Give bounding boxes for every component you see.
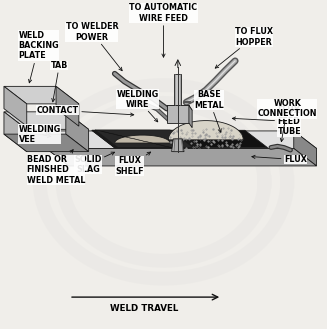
Text: TAB: TAB <box>51 61 68 102</box>
Text: FLUX: FLUX <box>252 155 307 164</box>
Polygon shape <box>4 112 27 152</box>
Text: WELD TRAVEL: WELD TRAVEL <box>110 304 178 314</box>
Text: TO AUTOMATIC
WIRE FEED: TO AUTOMATIC WIRE FEED <box>129 3 198 57</box>
Text: WORK
CONNECTION: WORK CONNECTION <box>257 99 317 141</box>
Polygon shape <box>4 87 27 126</box>
Polygon shape <box>294 131 317 166</box>
Polygon shape <box>56 87 79 126</box>
Text: BEAD OR
FINISHED
WELD METAL: BEAD OR FINISHED WELD METAL <box>27 150 85 185</box>
Polygon shape <box>4 134 89 152</box>
Text: SOLID
SLAG: SOLID SLAG <box>74 152 114 174</box>
Polygon shape <box>4 112 89 129</box>
Text: FLUX
SHELF: FLUX SHELF <box>115 152 151 176</box>
Polygon shape <box>167 106 192 110</box>
Polygon shape <box>172 139 184 152</box>
Polygon shape <box>189 106 192 128</box>
Polygon shape <box>115 135 170 143</box>
Polygon shape <box>167 106 189 123</box>
Text: BASE
METAL: BASE METAL <box>194 90 224 132</box>
Text: FLUX
FEED
TUBE: FLUX FEED TUBE <box>232 107 301 136</box>
Polygon shape <box>46 131 317 148</box>
Polygon shape <box>66 112 89 152</box>
Polygon shape <box>46 131 69 166</box>
Polygon shape <box>92 130 268 148</box>
Text: CONTACT: CONTACT <box>37 106 134 116</box>
Text: TO WELDER
POWER: TO WELDER POWER <box>65 22 122 71</box>
Polygon shape <box>92 130 202 148</box>
Polygon shape <box>4 87 79 104</box>
Polygon shape <box>174 139 183 152</box>
Text: WELDING
WIRE: WELDING WIRE <box>116 89 159 122</box>
Text: TO FLUX
HOPPER: TO FLUX HOPPER <box>215 27 273 68</box>
Polygon shape <box>174 74 181 106</box>
Polygon shape <box>46 148 317 166</box>
Text: WELD
BACKING
PLATE: WELD BACKING PLATE <box>19 31 59 83</box>
Text: WELDING
VEE: WELDING VEE <box>19 125 61 144</box>
Polygon shape <box>168 121 243 140</box>
Polygon shape <box>95 130 193 147</box>
